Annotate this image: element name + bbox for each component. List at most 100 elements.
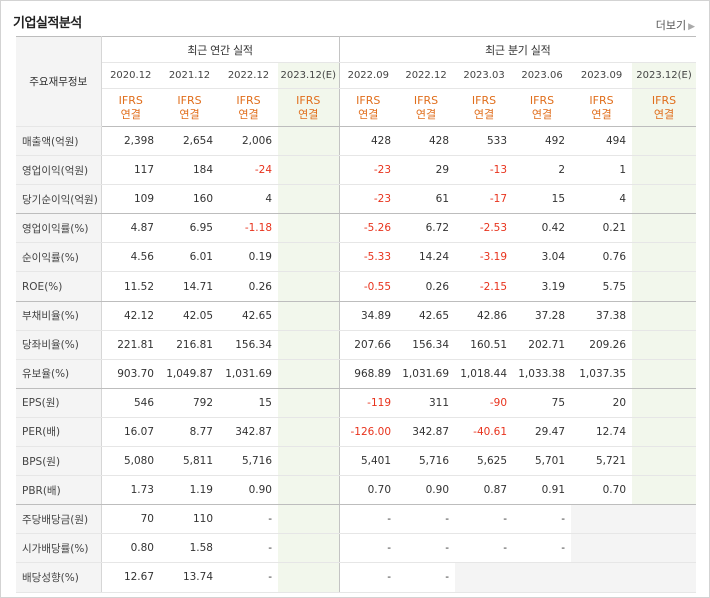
standard-line1: IFRS	[236, 93, 261, 107]
ifrs-standard-annual-0: IFRS 연결	[101, 88, 160, 127]
table-row: 부채비율(%) 42.12 42.05 42.65 34.89 42.65 42.86 37.…	[16, 301, 697, 331]
row-label: 순이익률(%)	[16, 242, 102, 273]
annual-cell	[278, 184, 340, 215]
annual-cell: -1.18	[219, 213, 278, 244]
annual-cell: -	[219, 562, 278, 593]
annual-cell: 1.73	[101, 475, 160, 506]
annual-cell: -	[219, 504, 278, 535]
quarter-cell	[632, 388, 697, 418]
quarter-cell: 0.87	[455, 475, 514, 506]
annual-cell: 6.01	[160, 242, 219, 273]
table-row: 영업이익(억원) 117 184 -24 -23 29 -13 2 1	[16, 155, 697, 186]
annual-cell: 42.05	[160, 301, 219, 331]
annual-cell: 160	[160, 184, 219, 215]
quarter-cell: 4	[571, 184, 633, 215]
annual-cell: 5,716	[219, 446, 278, 477]
quarter-cell: -	[339, 562, 398, 593]
quarter-cell: -	[513, 504, 572, 535]
quarter-cell: -90	[455, 388, 514, 418]
annual-cell	[278, 213, 340, 244]
annual-cell: 8.77	[160, 417, 219, 448]
row-label: 영업이익률(%)	[16, 213, 102, 244]
table-row: 당좌비율(%) 221.81 216.81 156.34 207.66 156.34 160…	[16, 330, 697, 360]
quarter-cell: 20	[571, 388, 633, 418]
annual-cell: 792	[160, 388, 219, 418]
table-row: 주당배당금(원) 70 110- - - - -	[16, 504, 697, 535]
table-row: PER(배) 16.07 8.77 342.87 -126.00 342.87 -40.61…	[16, 417, 697, 448]
quarter-cell	[632, 359, 697, 389]
row-label: 당기순이익(억원)	[16, 184, 102, 215]
quarter-cell: -	[397, 533, 456, 564]
quarter-cell: 0.76	[571, 242, 633, 273]
quarter-cell: 34.89	[339, 301, 398, 331]
quarter-cell	[632, 126, 697, 157]
annual-cell: 11.52	[101, 271, 160, 302]
annual-cell	[278, 533, 340, 564]
quarter-cell: 428	[339, 126, 398, 157]
annual-cell: 14.71	[160, 271, 219, 302]
annual-cell: 42.12	[101, 301, 160, 331]
annual-cell: 4.56	[101, 242, 160, 273]
quarter-cell: 209.26	[571, 330, 633, 360]
quarter-cell: 160.51	[455, 330, 514, 360]
quarter-cell: -119	[339, 388, 398, 418]
annual-cell: 5,811	[160, 446, 219, 477]
quarter-cell	[632, 533, 697, 564]
quarter-cell: -	[455, 504, 514, 535]
quarter-cell: -3.19	[455, 242, 514, 273]
ifrs-standard-quarter-1: IFRS 연결	[397, 88, 456, 127]
annual-cell	[278, 504, 340, 535]
quarter-cell: 207.66	[339, 330, 398, 360]
annual-cell: 0.80	[101, 533, 160, 564]
quarter-cell: -5.26	[339, 213, 398, 244]
quarter-cell: 0.21	[571, 213, 633, 244]
quarter-cell: 0.70	[571, 475, 633, 506]
annual-cell	[278, 446, 340, 477]
quarter-cell: 42.65	[397, 301, 456, 331]
quarter-cell: 342.87	[397, 417, 456, 448]
ifrs-standard-quarter-5: IFRS 연결	[632, 88, 697, 127]
annual-cell: 15	[219, 388, 278, 418]
annual-cell: 0.19	[219, 242, 278, 273]
standard-line2: 연결	[653, 107, 675, 121]
period-header-annual-2: 2022.12	[219, 62, 278, 89]
quarter-cell	[632, 213, 697, 244]
financial-table: 주요재무정보 최근 연간 실적 최근 분기 실적 2020.12 2021.12 2…	[16, 36, 697, 593]
quarter-cell: -	[455, 533, 514, 564]
annual-cell: 0.26	[219, 271, 278, 302]
period-header-quarter-5: 2023.12(E)	[632, 62, 697, 89]
quarter-cell: 1,037.35	[571, 359, 633, 389]
standard-line2: 연결	[238, 107, 259, 121]
quarter-cell	[632, 271, 697, 302]
more-link[interactable]: 더보기 ▶	[656, 17, 695, 33]
quarter-cell: 37.28	[513, 301, 572, 331]
quarter-cell: 3.19	[513, 271, 572, 302]
row-label: EPS(원)	[16, 388, 102, 418]
quarter-cell	[571, 504, 633, 535]
annual-cell: 2,654	[160, 126, 219, 157]
quarter-cell: -23	[339, 184, 398, 215]
row-label: 부채비율(%)	[16, 301, 102, 331]
standard-line1: IFRS	[118, 93, 143, 107]
annual-cell: 16.07	[101, 417, 160, 448]
quarter-cell: 29.47	[513, 417, 572, 448]
quarter-cell: 1	[571, 155, 633, 186]
quarter-cell: 0.91	[513, 475, 572, 506]
annual-cell: 546	[101, 388, 160, 418]
standard-line1: IFRS	[589, 93, 614, 107]
quarter-cell: 1,031.69	[397, 359, 456, 389]
quarter-cell: 5,625	[455, 446, 514, 477]
standard-line2: 연결	[531, 107, 553, 121]
standard-line1: IFRS	[296, 93, 321, 107]
section-title: 기업실적분석	[13, 16, 82, 31]
standard-line1: IFRS	[413, 93, 439, 107]
ifrs-standard-annual-3: IFRS 연결	[278, 88, 340, 127]
quarter-cell: 3.04	[513, 242, 572, 273]
quarter-cell	[632, 330, 697, 360]
ifrs-standard-quarter-0: IFRS 연결	[339, 88, 398, 127]
quarter-cell: 75	[513, 388, 572, 418]
annual-cell: 903.70	[101, 359, 160, 389]
quarter-cell	[632, 301, 697, 331]
row-label: BPS(원)	[16, 446, 102, 477]
